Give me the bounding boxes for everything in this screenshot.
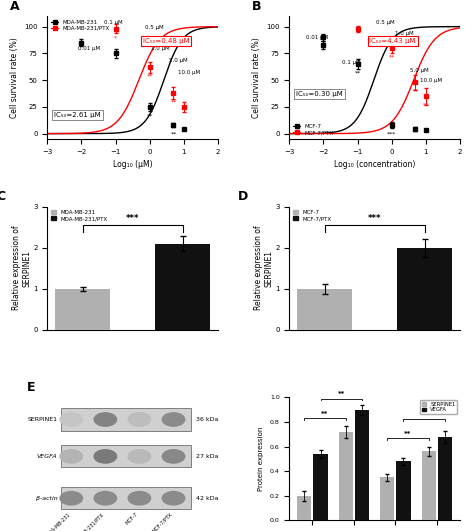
Bar xyxy=(380,477,394,520)
Text: D: D xyxy=(238,191,248,203)
Y-axis label: Protein expression: Protein expression xyxy=(258,427,264,491)
Bar xyxy=(397,247,452,330)
Text: IC₅₀=2.61 μM: IC₅₀=2.61 μM xyxy=(54,112,101,118)
Bar xyxy=(297,289,352,330)
Text: **: ** xyxy=(337,391,345,397)
Bar xyxy=(438,436,452,520)
Ellipse shape xyxy=(59,412,83,427)
Text: 0.1 μM: 0.1 μM xyxy=(342,60,361,65)
Text: **: ** xyxy=(321,411,328,417)
Ellipse shape xyxy=(162,449,185,464)
Legend: SERPINE1, VEGFA: SERPINE1, VEGFA xyxy=(420,400,457,414)
Text: IC₅₀=4.43 μM: IC₅₀=4.43 μM xyxy=(369,38,416,44)
Ellipse shape xyxy=(162,412,185,427)
Text: **: ** xyxy=(170,99,177,105)
Bar xyxy=(55,289,110,330)
Text: 27 kDa: 27 kDa xyxy=(196,454,218,459)
Text: VEGFA: VEGFA xyxy=(37,454,58,459)
Ellipse shape xyxy=(128,412,151,427)
Text: MDA-MB-231/PTX: MDA-MB-231/PTX xyxy=(72,512,105,531)
Y-axis label: Relative expression of
SERPINE1: Relative expression of SERPINE1 xyxy=(12,226,32,311)
Text: B: B xyxy=(252,0,261,13)
Text: ***: *** xyxy=(368,215,381,224)
Bar xyxy=(338,432,353,520)
Bar xyxy=(155,244,210,330)
Bar xyxy=(61,446,191,467)
Text: **: ** xyxy=(170,132,177,136)
Text: 1.0 μM: 1.0 μM xyxy=(395,31,414,36)
Bar xyxy=(355,409,369,520)
Text: ***: *** xyxy=(387,132,396,136)
X-axis label: Log₁₀ (concentration): Log₁₀ (concentration) xyxy=(334,160,415,169)
Ellipse shape xyxy=(93,491,117,506)
Legend: MCF-7, MCF-7/PTX: MCF-7, MCF-7/PTX xyxy=(292,209,332,221)
Ellipse shape xyxy=(59,491,83,506)
Y-axis label: Cell survival rate (%): Cell survival rate (%) xyxy=(252,37,261,118)
Ellipse shape xyxy=(128,449,151,464)
Bar xyxy=(396,461,410,520)
Text: C: C xyxy=(0,191,5,203)
Text: 0.01 μM: 0.01 μM xyxy=(78,46,100,51)
Ellipse shape xyxy=(59,449,83,464)
Text: IC₅₀=0.30 μM: IC₅₀=0.30 μM xyxy=(296,91,343,97)
Bar xyxy=(421,451,436,520)
Text: 10.0 μM: 10.0 μM xyxy=(178,70,200,75)
Text: 1.0 μM: 1.0 μM xyxy=(151,46,170,51)
Text: *: * xyxy=(114,35,117,40)
Text: E: E xyxy=(27,381,36,394)
Bar xyxy=(297,496,311,520)
Text: **: ** xyxy=(146,74,153,79)
Text: MDA-MB-231: MDA-MB-231 xyxy=(46,512,71,531)
Ellipse shape xyxy=(93,449,117,464)
Text: β-actin: β-actin xyxy=(36,496,58,501)
Text: MCF-7: MCF-7 xyxy=(125,512,139,526)
Legend: MCF-7, MCF-7/PTX: MCF-7, MCF-7/PTX xyxy=(292,123,335,136)
Y-axis label: Cell survival rate (%): Cell survival rate (%) xyxy=(9,37,18,118)
Legend: MDA-MB-231, MDA-MB-231/PTX: MDA-MB-231, MDA-MB-231/PTX xyxy=(50,209,109,221)
Ellipse shape xyxy=(128,491,151,506)
Text: 36 kDa: 36 kDa xyxy=(196,417,218,422)
Ellipse shape xyxy=(162,491,185,506)
Legend: MDA-MB-231, MDA-MB-231/PTX: MDA-MB-231, MDA-MB-231/PTX xyxy=(50,19,111,32)
Text: 5.0 μM: 5.0 μM xyxy=(169,58,187,63)
Text: 0.5 μM: 0.5 μM xyxy=(376,21,395,25)
Text: 0.5 μM: 0.5 μM xyxy=(145,25,163,30)
Text: **: ** xyxy=(146,113,153,118)
Text: 10.0 μM: 10.0 μM xyxy=(419,78,442,83)
Text: 0.1 μM: 0.1 μM xyxy=(104,21,122,25)
Text: **: ** xyxy=(420,412,428,418)
Text: IC₅₀=0.48 μM: IC₅₀=0.48 μM xyxy=(143,38,190,44)
Text: MCF-7/PTX: MCF-7/PTX xyxy=(152,512,173,531)
Text: **: ** xyxy=(404,431,411,436)
Ellipse shape xyxy=(93,412,117,427)
Text: SERPINE1: SERPINE1 xyxy=(27,417,58,422)
Text: **: ** xyxy=(423,102,429,108)
Text: 0.01 μM: 0.01 μM xyxy=(306,36,328,40)
Bar xyxy=(313,454,328,520)
Text: 42 kDa: 42 kDa xyxy=(196,496,218,501)
Text: A: A xyxy=(10,0,19,13)
Text: **: ** xyxy=(355,71,361,75)
Text: **: ** xyxy=(412,89,419,93)
Bar xyxy=(61,487,191,509)
Text: **: ** xyxy=(389,55,395,59)
Text: ***: *** xyxy=(126,215,139,224)
Text: 5.0 μM: 5.0 μM xyxy=(410,67,429,73)
Bar xyxy=(61,408,191,431)
Y-axis label: Relative expression of
SERPINE1: Relative expression of SERPINE1 xyxy=(255,226,274,311)
X-axis label: Log₁₀ (μM): Log₁₀ (μM) xyxy=(113,160,153,169)
